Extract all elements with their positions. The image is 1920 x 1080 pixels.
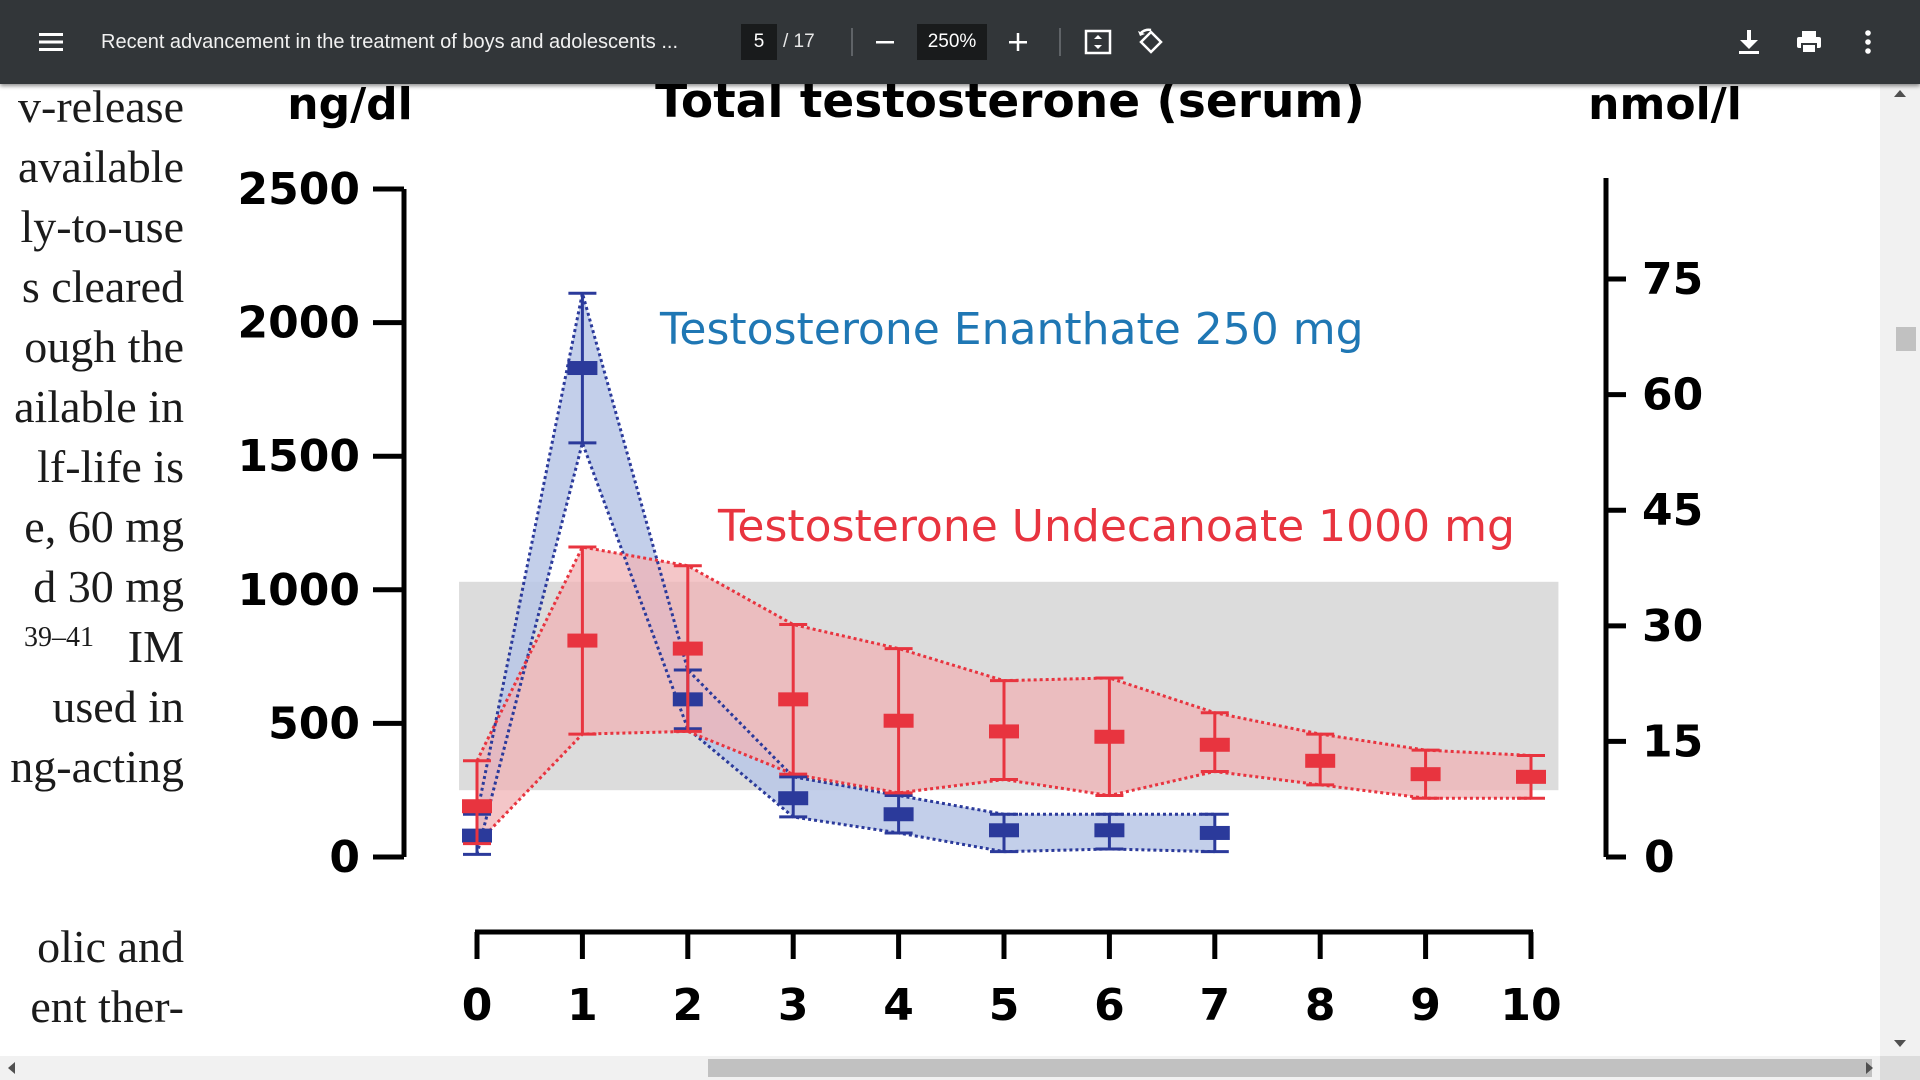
text-line: ent ther- [30,981,184,1032]
data-point-undecanoate [778,692,809,707]
scroll-down-icon[interactable] [1894,1040,1906,1047]
text-line: v-release [18,84,184,132]
data-point-undecanoate [1199,737,1230,752]
fit-page-icon[interactable] [1082,27,1114,57]
download-icon[interactable] [1733,27,1765,57]
citation-superscript: 39–41 [24,622,94,653]
print-icon[interactable] [1792,27,1826,57]
page-total: / 17 [783,31,815,52]
text-line: ng-acting [10,741,184,792]
text-line: olic and [37,921,184,972]
left-y-tick-label: 0 [329,832,360,883]
x-tick-label: 9 [1410,980,1441,1031]
zoom-in-icon[interactable] [1003,28,1033,56]
text-line: d 30 mg [33,561,184,612]
data-point-enanthate [778,791,809,806]
x-tick-label: 6 [1094,980,1125,1031]
text-line: e, 60 mg [24,501,184,552]
x-tick-label: 8 [1305,980,1336,1031]
text-line: ailable in [14,381,184,432]
more-vert-icon[interactable] [1854,27,1882,57]
x-tick-label: 0 [462,980,493,1031]
x-tick-label: 10 [1500,980,1561,1031]
toolbar-divider [1059,28,1061,56]
text-line: s cleared [21,261,184,312]
data-point-undecanoate [989,724,1019,739]
left-y-tick-label: 1000 [238,565,360,616]
x-tick-label: 1 [567,980,598,1031]
vertical-scroll-thumb[interactable] [1896,327,1916,351]
right-y-tick-label: 60 [1642,370,1703,421]
data-point-enanthate [1094,823,1125,838]
text-line: IM [127,621,184,672]
scrollbar-corner [1880,1056,1920,1080]
left-y-tick-label: 1500 [238,431,360,482]
x-tick-label: 4 [883,980,914,1031]
rotate-icon[interactable] [1135,27,1167,57]
data-point-undecanoate [1516,769,1546,784]
left-y-tick-label: 2000 [238,298,360,349]
right-y-tick-label: 45 [1642,485,1703,536]
data-point-enanthate [567,361,598,376]
data-point-enanthate [1199,825,1230,840]
x-tick-label: 7 [1199,980,1230,1031]
page-number-input[interactable]: 5 [741,24,777,60]
series-upper-edge-enanthate [475,292,1215,816]
scroll-up-icon[interactable] [1894,90,1906,97]
left-y-tick-label: 2500 [238,164,360,215]
page-text-column: v-release available ly-to-use s cleared … [0,84,190,1056]
series-label-undecanoate: Testosterone Undecanoate 1000 mg [717,501,1515,552]
left-axis-unit-label: ng/dl [287,84,412,130]
zoom-level-input[interactable]: 250% [917,24,987,60]
text-line: available [17,141,184,192]
pdf-toolbar: Recent advancement in the treatment of b… [0,0,1920,84]
right-y-tick-label: 15 [1642,716,1703,767]
menu-icon[interactable] [36,28,66,56]
horizontal-scroll-thumb[interactable] [708,1059,1872,1077]
data-point-undecanoate [672,641,703,656]
scroll-left-icon[interactable] [8,1062,15,1074]
right-axis-unit-label: nmol/l [1588,84,1742,130]
chart-title: Total testosterone (serum) [655,84,1365,129]
series-lower-edge-enanthate [475,437,1215,855]
zoom-out-icon[interactable] [870,28,900,56]
document-title: Recent advancement in the treatment of b… [101,30,679,53]
data-point-enanthate [883,807,914,822]
text-line: lf-life is [37,441,184,492]
data-point-undecanoate [567,633,598,648]
right-y-tick-label: 75 [1642,254,1703,305]
text-line: ly-to-use [20,201,184,252]
pdf-page-viewport[interactable]: v-release available ly-to-use s cleared … [0,84,1880,1056]
right-y-tick-label: 30 [1642,601,1703,652]
left-y-tick-label: 500 [268,698,360,749]
series-label-enanthate: Testosterone Enanthate 250 mg [659,304,1364,355]
data-point-undecanoate [1305,753,1336,768]
x-tick-label: 2 [672,980,703,1031]
x-tick-label: 3 [778,980,809,1031]
text-line: used in [52,681,184,732]
data-point-undecanoate [1094,729,1125,744]
vertical-scrollbar[interactable] [1880,84,1920,1056]
text-line: ough the [24,321,184,372]
right-y-tick-label: 0 [1644,832,1675,883]
data-point-undecanoate [883,713,914,728]
scroll-right-icon[interactable] [1866,1062,1873,1074]
data-point-enanthate [989,823,1019,838]
data-point-undecanoate [1410,767,1441,782]
x-tick-label: 5 [989,980,1020,1031]
data-point-undecanoate [462,799,492,814]
toolbar-divider [851,28,853,56]
